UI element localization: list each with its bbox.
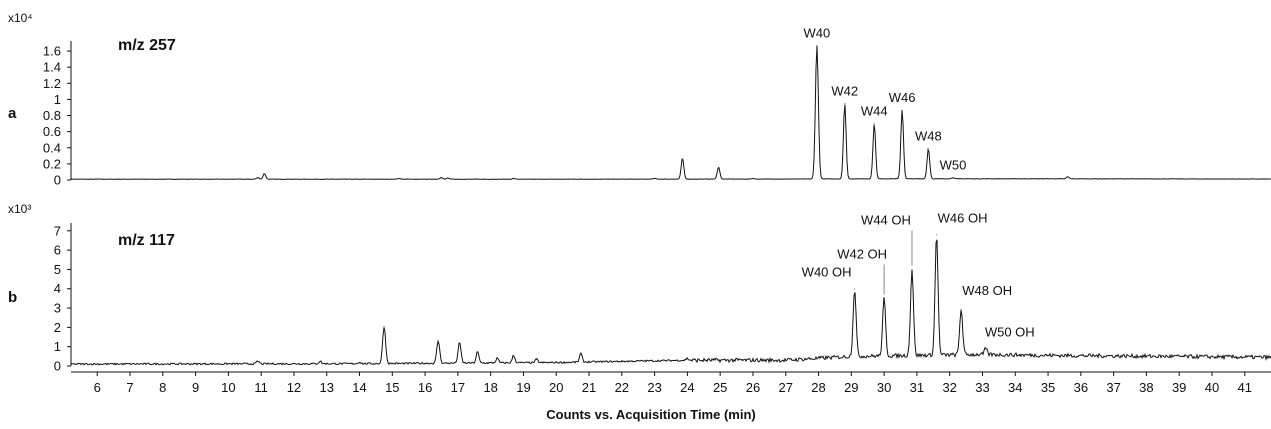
x-tick-label: 24	[680, 380, 694, 395]
x-tick-label: 10	[221, 380, 235, 395]
panel-a-trace	[70, 45, 1271, 180]
x-tick-label: 28	[811, 380, 825, 395]
peak-label: W50	[940, 158, 967, 173]
x-tick-label: 12	[287, 380, 301, 395]
peak-label: W44	[861, 104, 888, 119]
x-tick-label: 31	[910, 380, 924, 395]
panel-a-y-tick-label: 0.8	[43, 108, 61, 123]
x-tick-label: 39	[1172, 380, 1186, 395]
panel-b-letter: b	[8, 289, 17, 306]
peak-label: W40	[804, 25, 831, 40]
panel-a-ion-label: m/z 257	[118, 37, 176, 54]
x-tick-label: 41	[1238, 380, 1252, 395]
x-tick-label: 35	[1041, 380, 1055, 395]
peak-label: W46	[889, 90, 916, 105]
panel-b-y-tick-label: 6	[54, 243, 61, 258]
x-tick-label: 38	[1139, 380, 1153, 395]
x-tick-label: 21	[582, 380, 596, 395]
x-tick-label: 7	[126, 380, 133, 395]
peak-label: W46 OH	[938, 211, 988, 226]
panel-a-y-tick-label: 0	[54, 173, 61, 188]
peak-label: W50 OH	[985, 325, 1035, 340]
panel-b-y-tick-label: 7	[54, 223, 61, 238]
x-tick-label: 33	[975, 380, 989, 395]
x-tick-label: 9	[192, 380, 199, 395]
panel-b-y-tick-label: 4	[54, 281, 61, 296]
panel-b-y-tick-label: 1	[54, 339, 61, 354]
x-tick-label: 20	[549, 380, 563, 395]
x-tick-label: 29	[844, 380, 858, 395]
x-axis: 6 7 8 9 10 11 12 13 14 15 16 17 18 19 20 21 22 23 24 25 26 27…	[71, 371, 1271, 395]
x-tick-label: 32	[942, 380, 956, 395]
x-tick-label: 37	[1106, 380, 1120, 395]
panel-b-y-tick-label: 0	[54, 359, 61, 374]
x-tick-label: 17	[451, 380, 465, 395]
x-tick-label: 18	[483, 380, 497, 395]
x-axis-label: Counts vs. Acquisition Time (min)	[546, 407, 755, 422]
x-tick-label: 36	[1074, 380, 1088, 395]
panel-a-y-tick-label: 1	[54, 92, 61, 107]
x-tick-label: 11	[254, 380, 268, 395]
x-tick-label: 14	[352, 380, 366, 395]
peak-label: W42	[831, 83, 858, 98]
x-tick-label: 25	[713, 380, 727, 395]
panel-b-y-tick-label: 5	[54, 262, 61, 277]
panel-a-letter: a	[8, 105, 17, 122]
panel-a-multiplier: x10⁴	[8, 11, 33, 25]
x-tick-label: 34	[1008, 380, 1022, 395]
x-tick-label: 6	[94, 380, 101, 395]
panel-b-y-tick-label: 2	[54, 320, 61, 335]
x-tick-label: 15	[385, 380, 399, 395]
x-tick-label: 26	[746, 380, 760, 395]
x-tick-label: 16	[418, 380, 432, 395]
panel-a-y-tick-label: 0.4	[43, 140, 61, 155]
x-tick-label: 13	[320, 380, 334, 395]
panel-a-y-tick-label: 1.4	[43, 60, 61, 75]
panel-a-chromatogram: x10⁴ m/z 257 a 0 0.20.40.60.811.21.41.6 W4…	[8, 11, 1271, 188]
x-tick-label: 22	[615, 380, 629, 395]
panel-b-trace	[70, 239, 1271, 366]
panel-a-y-tick-label: 1.6	[43, 44, 61, 59]
panel-a-y-tick-label: 0.2	[43, 156, 61, 171]
panel-b-multiplier: x10³	[8, 202, 31, 216]
panel-b-ion-label: m/z 117	[118, 232, 175, 249]
x-tick-label: 8	[159, 380, 166, 395]
peak-label: W40 OH	[802, 265, 852, 280]
x-tick-label: 30	[877, 380, 891, 395]
panel-b-chromatogram: x10³ m/z 117 b 0 1 2 3 4 5 6 7 W40 OH W42 OH W44 O…	[8, 202, 1271, 374]
panel-a-y-tick-label: 1.2	[43, 76, 61, 91]
x-tick-label: 40	[1205, 380, 1219, 395]
peak-label: W48 OH	[962, 283, 1012, 298]
x-tick-label: 19	[516, 380, 530, 395]
peak-label: W48	[915, 129, 942, 144]
x-tick-label: 27	[779, 380, 793, 395]
peak-label: W42 OH	[837, 246, 887, 261]
peak-label: W44 OH	[861, 212, 911, 227]
x-tick-label: 23	[647, 380, 661, 395]
panel-b-y-tick-label: 3	[54, 301, 61, 316]
panel-a-y-tick-label: 0.6	[43, 124, 61, 139]
